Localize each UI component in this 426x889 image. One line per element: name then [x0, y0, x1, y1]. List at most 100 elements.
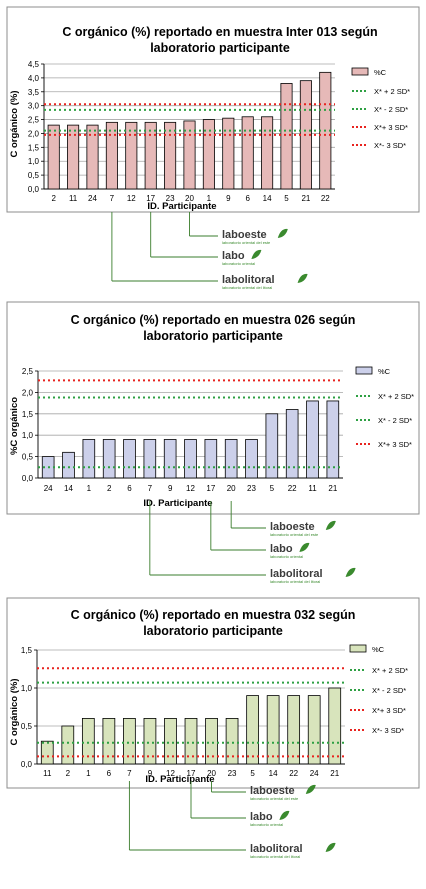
- lab-logo-name: labolitoral: [250, 843, 303, 855]
- bar: [164, 718, 177, 765]
- lab-logo-name: labo: [270, 543, 293, 555]
- x-tick-label: 24: [310, 769, 319, 778]
- x-tick-label: 17: [187, 769, 196, 778]
- chart-inter-013: C orgánico (%) reportado en muestra Inte…: [6, 6, 420, 290]
- bar: [184, 439, 197, 479]
- bar: [102, 439, 116, 479]
- bar: [202, 119, 215, 190]
- x-tick-label: 1: [87, 484, 92, 493]
- legend-label: X* - 2 SD*: [374, 105, 408, 114]
- x-tick-label: 23: [228, 769, 237, 778]
- leaf-icon: [305, 784, 316, 794]
- leaf-icon: [299, 542, 310, 552]
- legend-label: X* - 2 SD*: [372, 686, 406, 695]
- x-tick-label: 7: [127, 769, 132, 778]
- x-tick-label: 21: [330, 769, 339, 778]
- x-tick-label: 5: [270, 484, 275, 493]
- bar: [266, 695, 280, 765]
- legend-label: X* + 2 SD*: [374, 87, 410, 96]
- y-tick-label: 3,0: [28, 102, 40, 111]
- legend-label: %C: [372, 645, 385, 654]
- y-tick-label: 1,0: [21, 684, 33, 693]
- x-tick-label: 5: [250, 769, 255, 778]
- bar: [143, 718, 157, 765]
- y-tick-label: 0,0: [28, 185, 40, 194]
- bar: [280, 83, 293, 190]
- chart-title-line-1: C orgánico (%) reportado en muestra 032 …: [71, 608, 356, 622]
- bar: [328, 687, 342, 765]
- lab-logo-name: laboeste: [270, 521, 315, 533]
- x-tick-label: 7: [148, 484, 153, 493]
- bar: [265, 413, 279, 479]
- bar: [287, 695, 301, 765]
- y-axis-label: C orgánico (%): [9, 678, 20, 745]
- chart-title-line-2: laboratorio participante: [143, 329, 283, 343]
- bar: [224, 439, 238, 479]
- legend-swatch: [351, 67, 369, 76]
- x-tick-label: 1: [207, 194, 212, 203]
- x-tick-label: 20: [227, 484, 236, 493]
- bar: [222, 117, 235, 190]
- lab-logo-name: labo: [250, 811, 273, 823]
- x-tick-label: 12: [166, 769, 175, 778]
- bar: [105, 121, 118, 190]
- bar: [164, 121, 177, 190]
- bar: [326, 400, 340, 479]
- x-tick-label: 12: [186, 484, 195, 493]
- x-tick-label: 9: [148, 769, 153, 778]
- y-tick-label: 0,0: [22, 474, 34, 483]
- chart-panel-1: C orgánico (%) reportado en muestra Inte…: [0, 0, 426, 290]
- y-tick-label: 4,0: [28, 74, 40, 83]
- legend-swatch: [355, 366, 373, 375]
- legend-label: X*+ 3 SD*: [378, 440, 412, 449]
- y-tick-label: 0,5: [21, 722, 33, 731]
- y-tick-label: 1,0: [28, 157, 40, 166]
- legend-label: X*+ 3 SD*: [374, 123, 408, 132]
- lab-logo-subtitle: laboratorio oriental del este: [250, 796, 299, 801]
- chart-title-line-1: C orgánico (%) reportado en muestra Inte…: [62, 25, 377, 39]
- y-tick-label: 4,5: [28, 60, 40, 69]
- y-tick-label: 3,5: [28, 88, 40, 97]
- bar: [246, 695, 259, 765]
- bar: [285, 409, 299, 479]
- y-tick-label: 1,5: [21, 646, 33, 655]
- legend-label: %C: [374, 68, 387, 77]
- x-tick-label: 22: [321, 194, 330, 203]
- x-tick-label: 6: [245, 194, 250, 203]
- y-tick-label: 2,5: [22, 367, 34, 376]
- plot-area: 0,00,51,01,511 2 1 6 7 9 12 17 20 23 5 14 22 24 21: [21, 646, 345, 778]
- leaf-icon: [277, 228, 288, 238]
- bar: [184, 718, 198, 765]
- bar: [144, 121, 157, 190]
- x-tick-label: 2: [66, 769, 71, 778]
- lab-logo-subtitle: laboratorio oriental del litoral: [270, 579, 320, 584]
- bar: [183, 120, 196, 190]
- x-tick-label: 24: [44, 484, 53, 493]
- lab-logo-name: labolitoral: [222, 274, 275, 286]
- chart-title-line-2: laboratorio participante: [143, 624, 283, 638]
- bar: [205, 718, 218, 765]
- bar: [47, 124, 60, 190]
- chart-frame: [6, 301, 420, 515]
- bar: [62, 451, 75, 479]
- lab-logo-name: laboeste: [222, 229, 267, 241]
- x-axis-label: ID. Participante: [147, 201, 216, 212]
- x-tick-label: 23: [247, 484, 256, 493]
- y-tick-label: 0,5: [28, 171, 40, 180]
- chart-032: C orgánico (%) reportado en muestra 032 …: [6, 597, 420, 859]
- lab-logo-subtitle: laboratorio oriental: [270, 554, 303, 559]
- legend: %C X* + 2 SD* X* - 2 SD* X*+ 3 SD*: [355, 366, 414, 449]
- y-tick-label: 1,0: [22, 431, 34, 440]
- bar: [261, 116, 274, 190]
- bar: [61, 725, 75, 765]
- bar: [241, 116, 254, 190]
- x-tick-label: 1: [86, 769, 91, 778]
- lab-logo-subtitle: laboratorio oriental del este: [222, 240, 271, 245]
- leaf-icon: [251, 249, 262, 259]
- y-axis-label: C orgánico (%): [9, 90, 20, 157]
- y-tick-label: 2,5: [28, 116, 40, 125]
- plot-area: 0,00,51,01,52,02,524 14 1 2 6 7 9 12 17 20 23 5 22 11…: [22, 367, 343, 493]
